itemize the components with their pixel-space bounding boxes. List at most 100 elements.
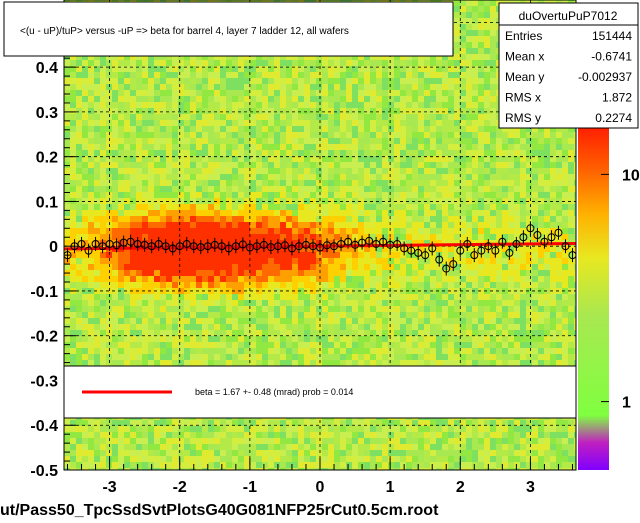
- heat-cell: [430, 222, 436, 228]
- heat-cell: [352, 126, 358, 132]
- heat-cell: [106, 66, 112, 72]
- heat-cell: [142, 450, 148, 456]
- heat-cell: [376, 234, 382, 240]
- heat-cell: [112, 450, 118, 456]
- heat-cell: [190, 174, 196, 180]
- heat-cell: [358, 216, 364, 222]
- heat-cell: [208, 72, 214, 78]
- heat-cell: [220, 180, 226, 186]
- heat-cell: [184, 66, 190, 72]
- heat-cell: [310, 234, 316, 240]
- heat-cell: [406, 264, 412, 270]
- heat-cell: [238, 72, 244, 78]
- heat-cell: [382, 180, 388, 186]
- heat-cell: [94, 306, 100, 312]
- heat-cell: [322, 348, 328, 354]
- heat-cell: [394, 108, 400, 114]
- heat-cell: [394, 210, 400, 216]
- heat-cell: [178, 348, 184, 354]
- heat-cell: [244, 216, 250, 222]
- heat-cell: [358, 258, 364, 264]
- heat-cell: [382, 468, 388, 470]
- heat-cell: [76, 60, 82, 66]
- heat-cell: [394, 330, 400, 336]
- heat-cell: [316, 192, 322, 198]
- heat-cell: [220, 300, 226, 306]
- heat-cell: [316, 342, 322, 348]
- heat-cell: [118, 78, 124, 84]
- heat-cell: [328, 144, 334, 150]
- heat-cell: [94, 468, 100, 470]
- heat-cell: [88, 318, 94, 324]
- heat-cell: [190, 234, 196, 240]
- heat-cell: [340, 420, 346, 426]
- heat-cell: [436, 228, 442, 234]
- heat-cell: [400, 324, 406, 330]
- heat-cell: [76, 228, 82, 234]
- heat-cell: [220, 198, 226, 204]
- heat-cell: [130, 462, 136, 468]
- heat-cell: [436, 84, 442, 90]
- heat-cell: [352, 198, 358, 204]
- heat-cell: [352, 144, 358, 150]
- heat-cell: [418, 156, 424, 162]
- heat-cell: [118, 282, 124, 288]
- heat-cell: [214, 336, 220, 342]
- heat-cell: [262, 144, 268, 150]
- heat-cell: [226, 264, 232, 270]
- heat-cell: [220, 108, 226, 114]
- heat-cell: [130, 228, 136, 234]
- heat-cell: [436, 204, 442, 210]
- heat-cell: [82, 222, 88, 228]
- heat-cell: [70, 228, 76, 234]
- heat-cell: [436, 78, 442, 84]
- heat-cell: [328, 342, 334, 348]
- heat-cell: [262, 60, 268, 66]
- heat-cell: [94, 282, 100, 288]
- heat-cell: [358, 168, 364, 174]
- heat-cell: [328, 72, 334, 78]
- heat-cell: [238, 204, 244, 210]
- heat-cell: [304, 252, 310, 258]
- heat-cell: [148, 438, 154, 444]
- heat-cell: [166, 306, 172, 312]
- heat-cell: [112, 420, 118, 426]
- heat-cell: [262, 276, 268, 282]
- heat-cell: [130, 354, 136, 360]
- heat-cell: [154, 126, 160, 132]
- heat-cell: [328, 282, 334, 288]
- heat-cell: [184, 324, 190, 330]
- heat-cell: [220, 276, 226, 282]
- heat-cell: [88, 294, 94, 300]
- heat-cell: [370, 324, 376, 330]
- heat-cell: [262, 246, 268, 252]
- heat-cell: [364, 240, 370, 246]
- heat-cell: [100, 456, 106, 462]
- heat-cell: [154, 318, 160, 324]
- heat-cell: [280, 360, 286, 366]
- heat-cell: [166, 72, 172, 78]
- heat-cell: [358, 276, 364, 282]
- heat-cell: [76, 90, 82, 96]
- heat-cell: [160, 228, 166, 234]
- heat-cell: [280, 294, 286, 300]
- heat-cell: [364, 234, 370, 240]
- heat-cell: [214, 246, 220, 252]
- heat-cell: [202, 276, 208, 282]
- heat-cell: [412, 108, 418, 114]
- heat-cell: [376, 318, 382, 324]
- heat-cell: [250, 102, 256, 108]
- heat-cell: [118, 162, 124, 168]
- heat-cell: [256, 228, 262, 234]
- heat-cell: [238, 426, 244, 432]
- heat-cell: [94, 144, 100, 150]
- heat-cell: [298, 462, 304, 468]
- heat-cell: [220, 318, 226, 324]
- heat-cell: [322, 84, 328, 90]
- heat-cell: [202, 144, 208, 150]
- heat-cell: [430, 276, 436, 282]
- heat-cell: [88, 216, 94, 222]
- heat-cell: [280, 66, 286, 72]
- heat-cell: [268, 336, 274, 342]
- heat-cell: [196, 234, 202, 240]
